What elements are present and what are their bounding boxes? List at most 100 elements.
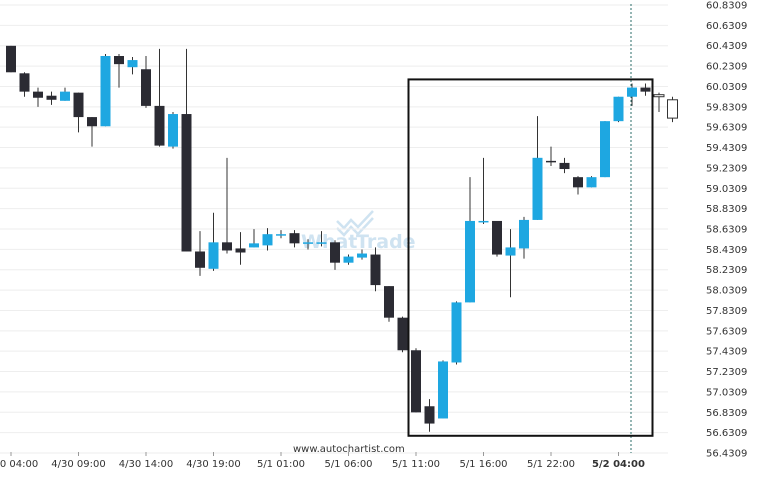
y-tick-label: 60.8309	[706, 1, 747, 12]
candle-up	[438, 360, 448, 419]
chart-gridlines	[0, 4, 668, 454]
candle-body	[627, 87, 637, 97]
candle-body	[586, 177, 597, 188]
candle-down	[559, 157, 570, 174]
y-tick-label: 57.8309	[706, 306, 747, 317]
watermark-line-1	[336, 210, 374, 230]
candle-body	[19, 73, 30, 92]
y-tick-label: 58.2309	[706, 265, 747, 276]
candle-up	[451, 301, 462, 365]
y-tick-label: 57.2309	[706, 367, 747, 378]
candle-body	[168, 114, 178, 147]
candle-down	[33, 87, 43, 107]
y-tick-label: 60.0309	[706, 82, 747, 93]
y-tick-label: 58.0309	[706, 286, 747, 297]
candle-down	[114, 53, 124, 88]
candle-down	[235, 232, 246, 265]
y-tick-label: 59.8309	[706, 102, 747, 113]
y-tick-label: 60.4309	[706, 41, 747, 52]
candle-up	[586, 176, 597, 188]
candle-up	[276, 230, 286, 239]
y-tick-label: 56.4309	[706, 449, 747, 460]
candle-up	[600, 121, 610, 178]
candle-up	[627, 83, 637, 106]
candle-body	[73, 92, 84, 118]
candle-body	[330, 242, 340, 263]
candle-body	[276, 234, 286, 236]
candle-down	[19, 72, 30, 97]
x-tick-label: 4/30 09:00	[51, 459, 105, 470]
candle-down	[181, 48, 192, 252]
candle-up	[100, 53, 111, 127]
projection-body	[667, 99, 678, 119]
candle-body	[154, 105, 165, 146]
y-tick-label: 59.6309	[706, 123, 747, 134]
candle-body	[127, 60, 138, 68]
candle-up	[505, 229, 516, 298]
candle-down	[154, 48, 165, 147]
y-tick-label: 60.6309	[706, 21, 747, 32]
candle-down	[546, 146, 556, 166]
candle-body	[492, 220, 502, 255]
x-tick-label: 4/30 04:00	[0, 459, 38, 470]
candle-down	[411, 348, 421, 413]
candle-body	[424, 406, 435, 424]
candle-body	[303, 242, 313, 244]
candle-up	[613, 96, 624, 123]
watermark: What Trade	[301, 210, 416, 253]
candle-up	[303, 239, 313, 250]
candle-down	[195, 231, 205, 276]
projection-series	[653, 92, 678, 123]
candle-up	[249, 229, 259, 248]
candle-body	[343, 256, 354, 263]
candle-down	[6, 45, 16, 73]
candle-body	[397, 317, 408, 351]
x-tick-label: 4/30 19:00	[186, 459, 240, 470]
candle-down	[492, 220, 502, 257]
candle-body	[411, 350, 421, 413]
y-tick-label: 59.4309	[706, 143, 747, 154]
pattern-box	[407, 78, 654, 437]
candle-body	[438, 361, 448, 419]
candle-body	[465, 220, 475, 303]
candle-body	[60, 91, 70, 101]
y-tick-label: 60.2309	[706, 62, 747, 73]
candle-body	[316, 242, 327, 244]
candle-up	[168, 112, 178, 149]
x-tick-label: 5/1 22:00	[527, 459, 575, 470]
y-tick-label: 56.6309	[706, 428, 747, 439]
candle-body	[519, 219, 529, 249]
watermark-text-trade: Trade	[356, 231, 416, 253]
x-tick-label: 5/2 04:00	[592, 459, 645, 470]
candle-up	[465, 177, 475, 303]
candle-down	[289, 230, 300, 248]
candle-up	[208, 212, 219, 271]
source-label: www.autochartist.com	[293, 444, 405, 455]
candle-body	[87, 117, 97, 127]
candle-down	[424, 399, 435, 432]
y-tick-label: 58.6309	[706, 225, 747, 236]
candle-body	[600, 121, 610, 178]
candle-body	[249, 243, 259, 248]
watermark-text-what: What	[301, 231, 357, 253]
x-tick-label: 5/1 11:00	[392, 459, 440, 470]
projection-candle	[667, 96, 678, 123]
candle-body	[451, 302, 462, 363]
y-tick-label: 59.2309	[706, 163, 747, 174]
candle-body	[262, 234, 273, 246]
candle-down	[222, 157, 232, 254]
candle-up	[60, 87, 70, 101]
x-tick-label: 4/30 14:00	[119, 459, 173, 470]
candles-series	[6, 45, 651, 432]
projection-body	[653, 94, 665, 98]
candle-down	[384, 286, 394, 322]
candle-body	[357, 253, 367, 258]
x-tick-label: 5/1 16:00	[459, 459, 507, 470]
candle-body	[222, 242, 232, 251]
candle-body	[235, 248, 246, 253]
candle-body	[208, 242, 219, 269]
x-tick-label: 5/1 01:00	[257, 459, 305, 470]
y-tick-label: 59.0309	[706, 184, 747, 195]
candle-up	[532, 116, 543, 220]
